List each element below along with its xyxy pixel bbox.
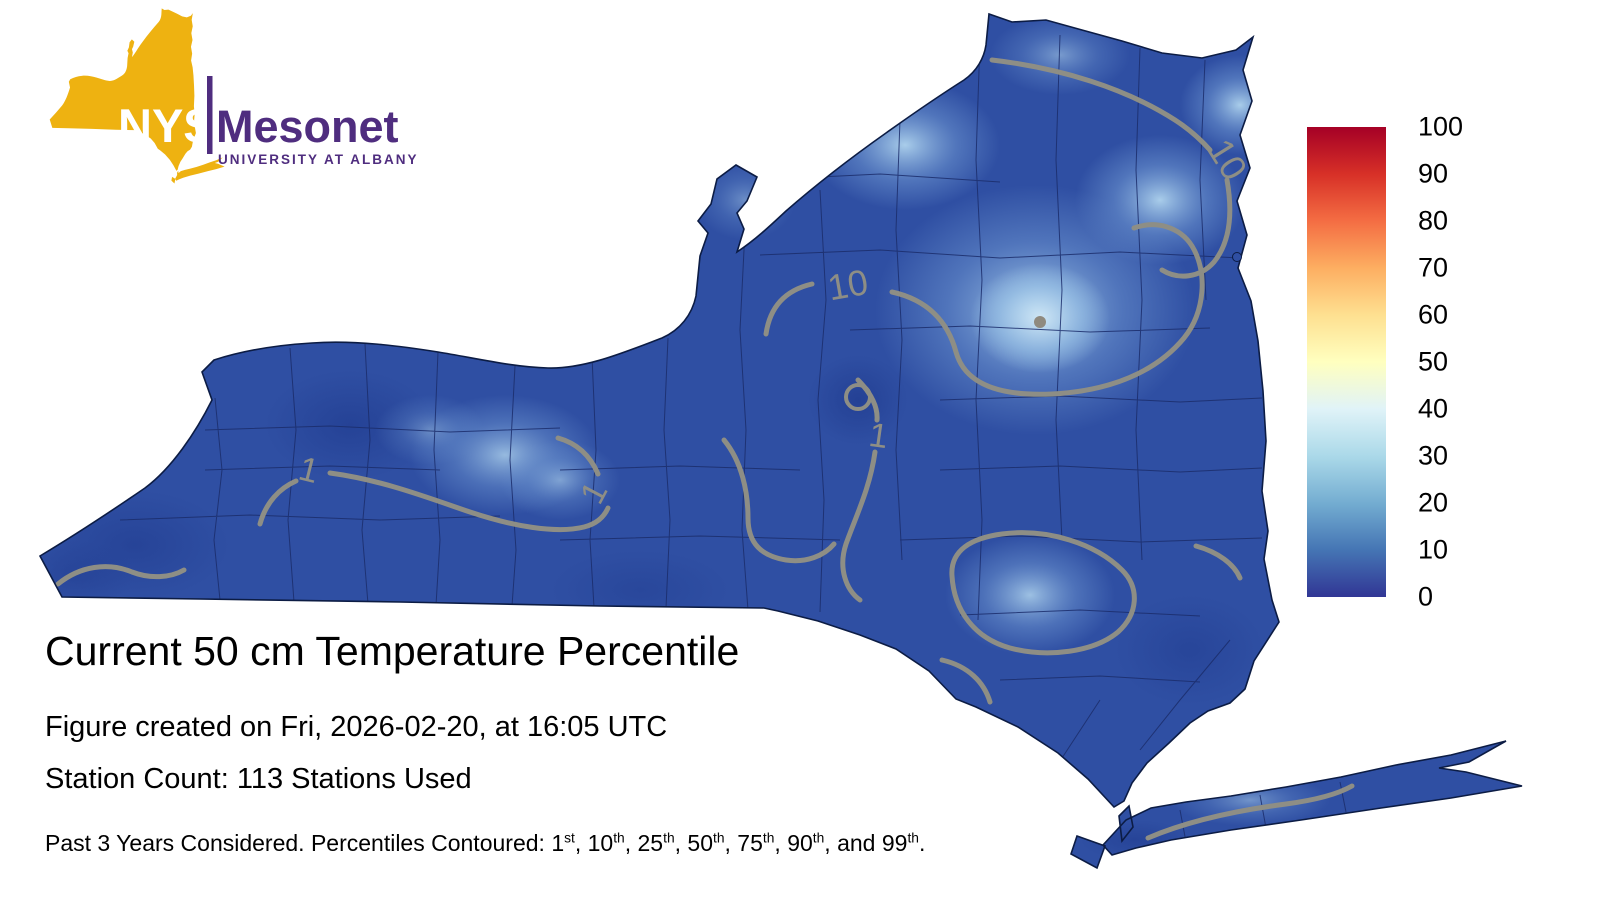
nys-mesonet-logo: NYS Mesonet UNIVERSITY AT ALBANY [49, 8, 419, 184]
station-dot [1034, 316, 1046, 328]
footnote-end: . [918, 830, 926, 856]
figure-created-text: Figure created on Fri, 2026-02-20, at 16… [45, 711, 668, 743]
logo-mesonet-text: Mesonet [216, 101, 399, 152]
colorbar-tick: 70 [1418, 252, 1449, 283]
colorbar-tick: 30 [1418, 440, 1449, 471]
figure-title: Current 50 cm Temperature Percentile [45, 628, 740, 674]
footnote-intro: Past 3 Years Considered. Percentiles Con… [45, 830, 552, 856]
logo-university-text: UNIVERSITY AT ALBANY [218, 152, 419, 167]
colorbar-tick: 100 [1418, 111, 1464, 142]
logo-divider-bar [207, 76, 213, 154]
colorbar-ticks: 100 90 80 70 60 50 40 30 20 10 0 [1418, 113, 1508, 610]
colorbar-tick: 40 [1418, 393, 1449, 424]
footnote: Past 3 Years Considered. Percentiles Con… [45, 830, 926, 856]
small-contour-ring [844, 383, 872, 411]
county-boundaries [119, 34, 1347, 843]
colorbar-tick: 60 [1418, 299, 1449, 330]
colorbar-tick: 90 [1418, 158, 1449, 189]
station-dots [1034, 252, 1242, 328]
colorbar-tick: 10 [1418, 534, 1449, 565]
colorbar-tick: 80 [1418, 205, 1449, 236]
small-island [1232, 252, 1242, 262]
contour-label: 10 [825, 261, 872, 308]
colorbar-tick: 20 [1418, 487, 1449, 518]
logo-nys-text: NYS [118, 99, 215, 152]
colorbar-gradient [1307, 127, 1386, 597]
colorbar-tick: 50 [1418, 346, 1449, 377]
station-count-text: Station Count: 113 Stations Used [45, 763, 472, 795]
logo-ny-state-shape [49, 8, 225, 184]
colorbar-tick: 0 [1418, 581, 1434, 612]
